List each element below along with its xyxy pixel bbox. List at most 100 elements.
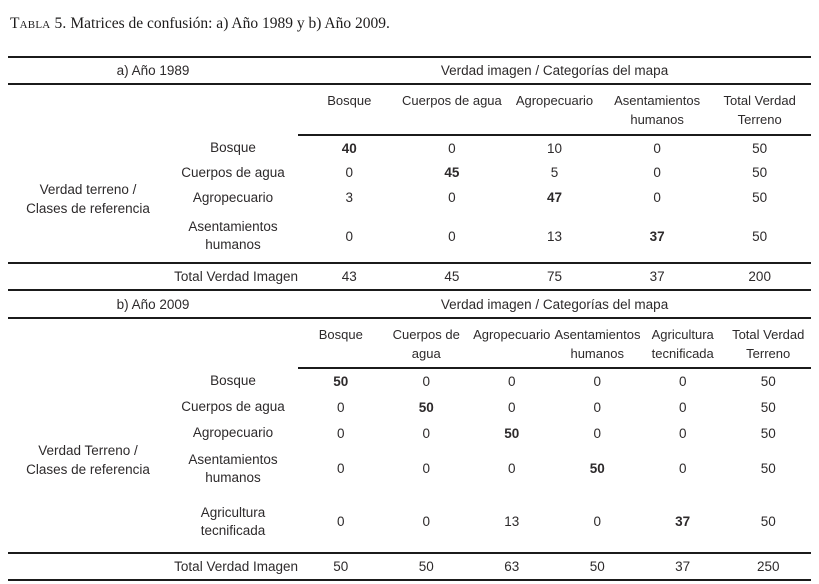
table-row: Verdad Terreno / Clases de referencia Bo… [8,368,811,477]
data-cell: 40 [341,140,357,156]
confusion-matrix-2009: b) Año 2009 Verdad imagen / Categorías d… [8,291,811,581]
column-header: Agricultura tecnificada [639,318,726,369]
row-group-label-text: Verdad terreno / Clases de referencia [26,181,150,216]
data-cell: 0 [678,425,687,441]
row-group-label-text: Verdad Terreno / Clases de referencia [26,443,150,477]
total-cell: 37 [605,262,709,291]
data-cell: 0 [507,374,516,389]
data-cell: 0 [678,399,687,415]
empty-cell [8,84,298,135]
data-cell: 50 [504,425,520,441]
total-row-label: Total Verdad Imagen [8,552,299,581]
total-cell: 37 [639,552,726,581]
data-cell: 0 [422,374,430,389]
data-cell: 50 [760,399,776,415]
section-header-row: a) Año 1989 Verdad imagen / Categorías d… [8,57,811,85]
column-header: Total Verdad Terreno [725,318,811,369]
total-cell: 50 [554,552,640,581]
column-header: Asentamientos humanos [554,318,640,369]
data-cell: 0 [593,374,601,389]
column-header-row: Bosque Cuerpos de agua Agropecuario Asen… [8,84,811,136]
row-label: Agropecuario [192,425,274,440]
column-header: Bosque [298,84,401,136]
row-label: Agropecuario [192,189,274,205]
total-cell: 75 [503,262,606,291]
data-cell: 0 [653,165,661,180]
data-cell: 50 [752,165,768,180]
total-cell: 45 [400,262,504,291]
data-cell: 45 [444,165,460,180]
data-cell: 0 [593,514,601,529]
data-cell: 0 [507,461,516,476]
data-cell: 0 [448,228,456,244]
data-cell: 50 [752,140,768,156]
table-row: Asentamientos humanos 0 0 13 37 50 [8,210,811,263]
confusion-matrix-1989: a) Año 1989 Verdad imagen / Categorías d… [8,56,811,291]
table-row: Verdad terreno / Clases de referencia Bo… [8,135,811,216]
total-cell: 63 [468,552,555,581]
data-cell: 50 [418,399,434,415]
data-cell: 37 [649,228,665,244]
data-cell: 47 [546,190,563,205]
span-header: Verdad imagen / Categorías del mapa [298,291,811,319]
data-cell: 50 [752,228,768,244]
data-cell: 0 [422,461,430,476]
row-label: Asentamientos humanos [188,451,278,485]
table-row: Cuerpos de agua 0 45 5 0 50 [8,160,811,185]
data-cell: 0 [422,425,430,441]
total-cell: 50 [298,552,384,581]
data-cell: 0 [653,190,661,205]
data-cell: 0 [653,140,661,156]
table-row: Cuerpos de agua 0 50 0 0 0 50 [8,394,811,420]
section-label: a) Año 1989 [8,57,299,85]
data-cell: 13 [546,228,563,244]
data-cell: 10 [546,140,563,156]
column-header: Bosque [298,318,384,369]
row-label: Bosque [210,373,256,388]
data-cell: 0 [337,461,345,476]
data-cell: 50 [760,461,776,476]
section-label: b) Año 2009 [8,291,299,319]
data-cell: 13 [504,514,520,529]
data-cell: 0 [448,190,456,205]
data-cell: 50 [333,374,349,389]
row-group-label: Verdad Terreno / Clases de referencia [8,368,168,553]
column-header: Total Verdad Terreno [708,84,811,136]
row-group-label: Verdad terreno / Clases de referencia [8,135,168,263]
data-cell: 0 [422,514,430,529]
total-row: Total Verdad Imagen 43 45 75 37 200 [8,262,811,291]
total-cell: 200 [708,262,811,291]
data-cell: 0 [593,399,601,415]
empty-cell [8,318,298,368]
data-cell: 37 [675,514,691,529]
row-label: Cuerpos de agua [181,164,285,180]
span-header: Verdad imagen / Categorías del mapa [298,57,811,85]
row-label: Cuerpos de agua [181,399,285,414]
total-cell: 250 [725,552,811,581]
data-cell: 3 [345,190,354,205]
data-cell: 50 [752,190,768,205]
total-row-label: Total Verdad Imagen [8,262,299,291]
data-cell: 0 [345,165,354,180]
row-label: Bosque [210,139,256,155]
data-cell: 0 [593,425,601,441]
column-header: Cuerpos de agua [400,84,504,136]
data-cell: 50 [589,461,605,476]
row-label: Asentamientos humanos [188,219,278,252]
column-header: Asentamientos humanos [605,84,709,136]
table-row: Agricultura tecnificada 0 0 13 0 37 50 [8,491,811,553]
data-cell: 50 [760,514,776,529]
column-header: Cuerpos de agua [383,318,469,369]
data-cell: 50 [760,374,776,389]
caption-label: Tabla 5. [10,15,67,32]
column-header: Agropecuario [468,318,555,369]
data-cell: 0 [678,461,687,476]
caption-text: Matrices de confusión: a) Año 1989 y b) … [70,15,390,32]
table-row: Agropecuario 0 0 50 0 0 50 [8,420,811,446]
data-cell: 5 [550,165,559,180]
data-cell: 0 [678,374,687,389]
data-cell: 0 [337,514,345,529]
column-header: Agropecuario [503,84,606,136]
table-row: Asentamientos humanos 0 0 0 50 0 50 [8,446,811,491]
